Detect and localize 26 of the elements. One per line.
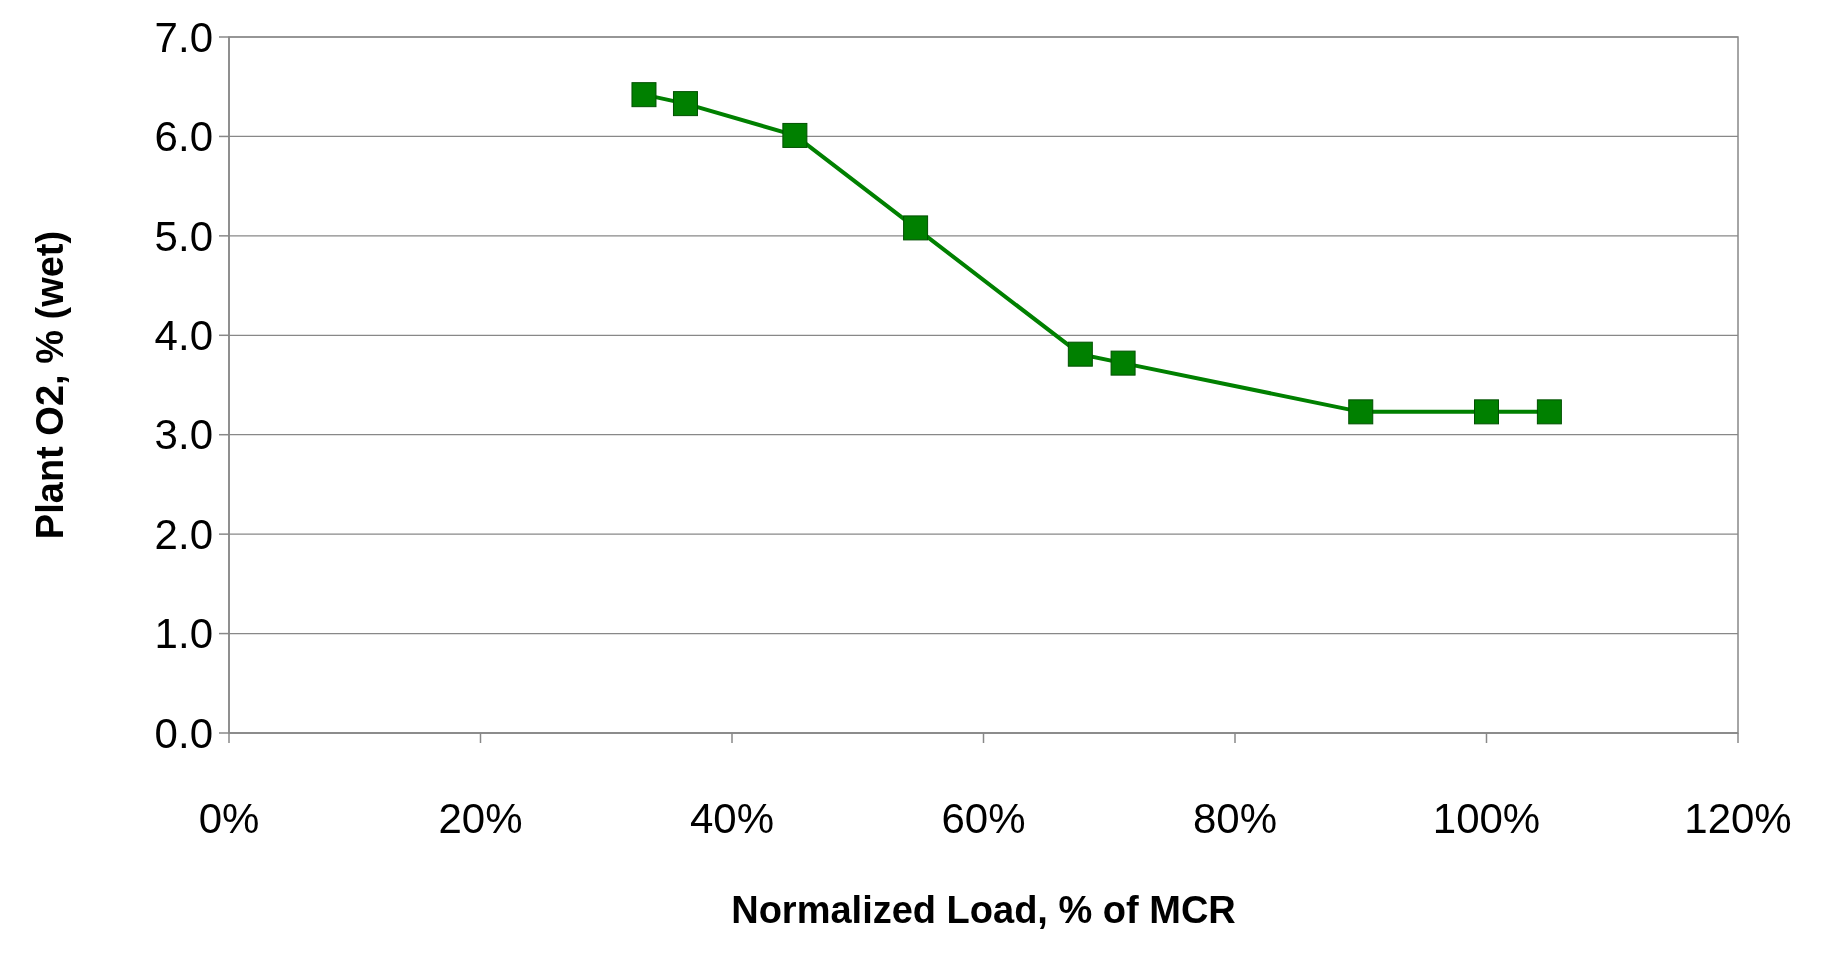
y-tick-label: 6.0: [154, 113, 213, 161]
y-tick-label: 4.0: [154, 311, 213, 359]
y-tick-label: 3.0: [154, 411, 213, 459]
y-tick-label: 1.0: [154, 610, 213, 658]
point: [782, 122, 808, 148]
x-axis-title: Normalized Load, % of MCR: [731, 889, 1236, 931]
y-axis-title: Plant O2, % (wet): [29, 230, 71, 540]
y-tick-label: 5.0: [154, 212, 213, 260]
point: [672, 91, 698, 117]
x-tick-label: 60%: [941, 795, 1026, 842]
point: [1067, 341, 1093, 367]
x-tick-label: 20%: [438, 795, 523, 842]
x-tick-label: 40%: [689, 795, 775, 842]
point: [1536, 399, 1562, 425]
x-tick-label: 0%: [198, 795, 260, 842]
point: [903, 215, 929, 241]
y-tick-label: 2.0: [154, 510, 213, 558]
y-tick-label: 7.0: [154, 13, 213, 61]
point: [1474, 399, 1499, 425]
x-tick-label: 80%: [1192, 795, 1278, 842]
x-tick-label: 120%: [1684, 795, 1792, 842]
point: [631, 82, 657, 108]
point: [1348, 399, 1374, 425]
point: [1110, 350, 1136, 376]
y-tick-label: 0.0: [154, 709, 213, 757]
x-tick-label: 100%: [1432, 795, 1541, 842]
